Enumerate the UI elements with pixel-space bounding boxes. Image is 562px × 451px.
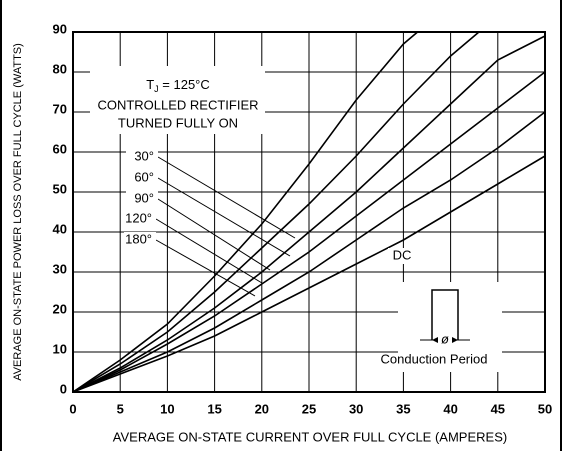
y-tick-label: 20 [53, 301, 67, 316]
leader-line [155, 239, 256, 297]
phi: ø [441, 331, 449, 346]
x-tick-label: 30 [349, 401, 363, 416]
x-tick-label: 45 [491, 401, 505, 416]
annotations: TJ = 125°C CONTROLLED RECTIFIER TURNED F… [90, 66, 502, 372]
label-bg [126, 191, 158, 207]
series-line [72, 35, 546, 393]
y-tick-label: 0 [60, 381, 67, 396]
tj-sub: J [154, 84, 159, 94]
label-bg [124, 211, 156, 227]
tj-base: T [146, 77, 154, 92]
series-line [72, 155, 546, 393]
x-tick-label: 0 [69, 401, 76, 416]
x-tick-label: 10 [160, 401, 174, 416]
leader-line [157, 198, 271, 271]
label-bg [388, 248, 416, 264]
label-bg [126, 170, 158, 186]
series-label: 180° [125, 231, 152, 246]
y-tick-label: 60 [53, 141, 67, 156]
annotation: CONTROLLED RECTIFIER [97, 97, 258, 112]
annotation-box [90, 66, 265, 134]
y-axis-label: AVERAGE ON-STATE POWER LOSS OVER FULL CY… [12, 43, 24, 381]
y-tick-label: 50 [53, 181, 67, 196]
annotation: Conduction Period [381, 351, 488, 366]
leader-line [157, 156, 296, 239]
y-tick-label: 40 [53, 221, 67, 236]
series-label: 120° [125, 210, 152, 225]
x-tick-label: 40 [443, 401, 457, 416]
label-bg [124, 232, 156, 248]
x-tick-label: 20 [255, 401, 269, 416]
series-label: 60° [134, 169, 154, 184]
y-tick-label: 70 [53, 101, 67, 116]
series-line [72, 31, 419, 393]
series-label: DC [393, 247, 412, 262]
x-tick-label: 5 [117, 401, 124, 416]
y-tick-label: 10 [53, 341, 67, 356]
pulse [431, 289, 459, 340]
series-line [72, 111, 546, 393]
series-label: 90° [134, 190, 154, 205]
series-label: 30° [134, 148, 154, 163]
x-tick-label: 35 [396, 401, 410, 416]
plot-border [72, 31, 546, 393]
inset-box [398, 282, 502, 372]
y-tick-label: 30 [53, 261, 67, 276]
annotation: TURNED FULLY ON [118, 115, 238, 130]
leader-line [157, 177, 291, 257]
phi-bg [438, 333, 452, 347]
x-tick-label: 15 [207, 401, 221, 416]
leader-line [155, 218, 263, 284]
y-tick-label: 90 [53, 21, 67, 36]
x-tick-label: 50 [538, 401, 552, 416]
tj-rest: = 125°C [159, 77, 210, 92]
tj-label: TJ = 125°C [146, 77, 210, 94]
series-line [72, 71, 546, 393]
series-line [72, 31, 480, 393]
y-tick-label: 80 [53, 61, 67, 76]
label-bg [126, 149, 158, 165]
arrow-heads [432, 337, 458, 343]
x-axis-label: AVERAGE ON-STATE CURRENT OVER FULL CYCLE… [113, 429, 507, 444]
x-tick-label: 25 [302, 401, 316, 416]
